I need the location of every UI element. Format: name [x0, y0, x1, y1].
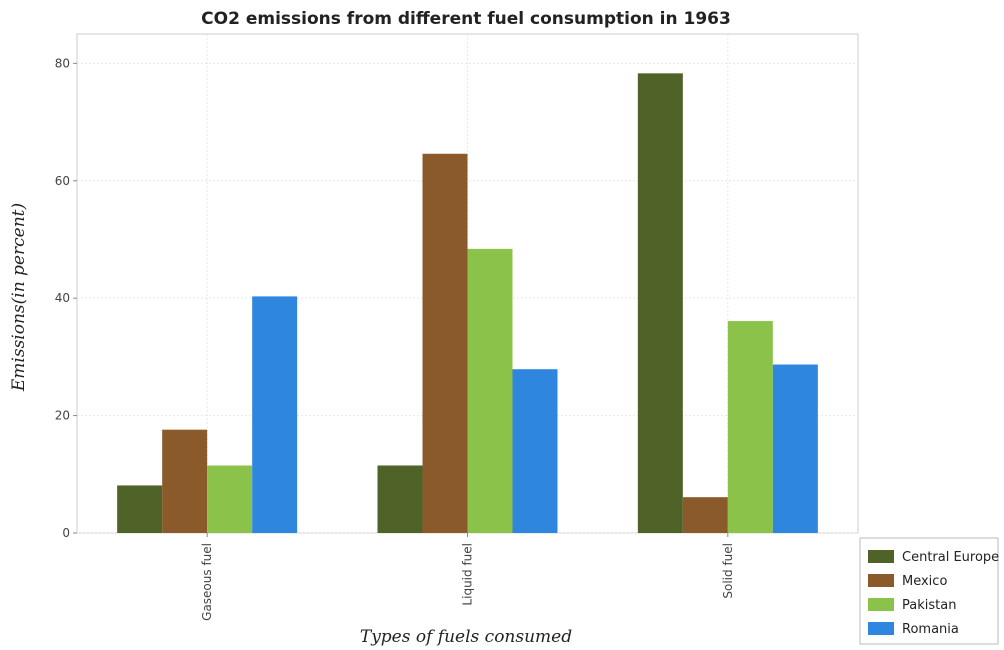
- bar: [772, 364, 818, 533]
- bar: [727, 321, 773, 533]
- bar: [637, 73, 683, 533]
- chart-title: CO2 emissions from different fuel consum…: [201, 9, 731, 29]
- x-tick-label: Solid fuel: [721, 543, 735, 599]
- bar: [117, 485, 163, 533]
- bar: [682, 497, 728, 533]
- x-axis-label: Types of fuels consumed: [360, 627, 572, 647]
- bar: [467, 248, 513, 533]
- y-tick-label: 60: [55, 174, 70, 188]
- y-tick-label: 40: [55, 291, 70, 305]
- legend-swatch: [868, 550, 894, 563]
- legend-entry: Romania: [902, 622, 959, 637]
- y-axis-label: Emissions(in percent): [9, 203, 29, 392]
- legend-swatch: [868, 598, 894, 611]
- x-tick-label: Gaseous fuel: [200, 543, 214, 621]
- legend-swatch: [868, 622, 894, 635]
- x-axis: Gaseous fuel Liquid fuel Solid fuel: [200, 533, 735, 621]
- y-axis: 0 20 40 60 80: [55, 56, 77, 540]
- legend-entry: Mexico: [902, 574, 947, 589]
- legend-swatch: [868, 574, 894, 587]
- bar: [162, 429, 208, 533]
- legend-entry: Pakistan: [902, 598, 956, 613]
- bar: [377, 465, 423, 533]
- bar: [512, 369, 558, 533]
- y-tick-label: 20: [55, 409, 70, 423]
- legend-entry: Central Europe: [902, 550, 999, 565]
- y-tick-label: 0: [62, 526, 70, 540]
- x-tick-label: Liquid fuel: [461, 543, 475, 606]
- bar: [252, 296, 298, 533]
- bar: [207, 465, 253, 533]
- plot-area: [76, 33, 859, 534]
- bar: [422, 153, 468, 533]
- legend: Central Europe Mexico Pakistan Romania: [859, 537, 999, 645]
- y-tick-label: 80: [55, 56, 70, 70]
